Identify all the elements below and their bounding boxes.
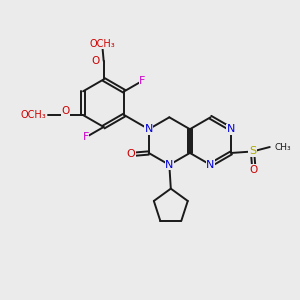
Text: N: N (145, 124, 153, 134)
Text: F: F (82, 132, 89, 142)
Text: F: F (139, 76, 146, 86)
Text: O: O (127, 149, 135, 160)
Text: N: N (165, 160, 173, 170)
Text: S: S (249, 146, 256, 157)
Text: OCH₃: OCH₃ (21, 110, 46, 120)
Text: N: N (206, 160, 215, 170)
Text: O: O (61, 106, 69, 116)
Text: O: O (250, 165, 258, 175)
Text: N: N (227, 124, 235, 134)
Text: CH₃: CH₃ (274, 142, 291, 152)
Text: OCH₃: OCH₃ (89, 39, 115, 49)
Text: O: O (92, 56, 100, 66)
